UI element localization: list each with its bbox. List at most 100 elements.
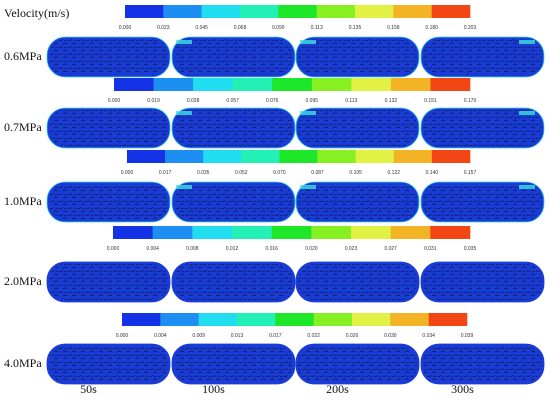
colorbar-tick: 0.203	[464, 25, 477, 31]
colorbar-tick: 0.020	[305, 246, 318, 252]
colorbar-bin	[240, 5, 279, 18]
colorbar-bin	[165, 150, 204, 163]
flow-streaks	[174, 184, 293, 220]
colorbar-tick: 0.070	[273, 170, 286, 176]
colorbar-bin	[241, 150, 280, 163]
colorbar-bin	[271, 226, 312, 239]
colorbar-tick: 0.009	[192, 333, 205, 339]
colorbar-bin	[430, 78, 471, 91]
colorbar-bin	[311, 78, 352, 91]
colorbar-tick: 0.170	[464, 98, 477, 104]
colorbar-tick: 0.013	[231, 333, 244, 339]
colorbar-bin	[201, 5, 241, 18]
flow-streaks	[49, 110, 168, 146]
colorbar-bin	[127, 150, 166, 163]
colorbar-tick: 0.113	[345, 98, 357, 104]
flow-streaks	[423, 110, 542, 146]
colorbar-tick: 0.000	[121, 170, 134, 176]
column-label: 200s	[326, 382, 349, 396]
colorbar-tick: 0.039	[461, 333, 474, 339]
high-velocity-spot	[300, 185, 316, 189]
colorbar-bin	[153, 78, 194, 91]
colorbar-bin	[355, 150, 395, 163]
colorbar-bin	[279, 150, 318, 163]
colorbar-bin	[192, 226, 233, 239]
high-velocity-spot	[519, 40, 535, 44]
flow-streaks	[298, 264, 417, 300]
flow-streaks	[49, 39, 168, 75]
colorbar-tick: 0.012	[226, 246, 239, 252]
flow-streaks	[174, 110, 293, 146]
legend-title: Velocity(m/s)	[4, 6, 69, 20]
colorbar-bin	[125, 5, 164, 18]
colorbar-tick: 0.030	[384, 333, 397, 339]
colorbar-tick: 0.023	[345, 246, 358, 252]
colorbar-tick: 0.035	[197, 170, 210, 176]
colorbar-bin	[232, 78, 273, 91]
colorbar-bin	[163, 5, 202, 18]
colorbar-bin	[390, 78, 431, 91]
high-velocity-spot	[519, 185, 535, 189]
colorbar-tick: 0.017	[159, 170, 172, 176]
colorbar-tick: 0.158	[387, 25, 400, 31]
colorbar-bin	[152, 226, 193, 239]
colorbar-tick: 0.135	[349, 25, 362, 31]
colorbar-tick: 0.008	[186, 246, 199, 252]
flow-streaks	[423, 264, 542, 300]
flow-streaks	[298, 184, 417, 220]
colorbar-bin	[390, 313, 429, 326]
high-velocity-spot	[176, 111, 192, 115]
flow-streaks	[423, 39, 542, 75]
colorbar-tick: 0.045	[195, 25, 208, 31]
colorbar-bin	[122, 313, 161, 326]
colorbar-bin	[355, 5, 394, 18]
colorbar-bin	[313, 313, 353, 326]
colorbar-bin	[393, 150, 433, 163]
colorbar-bin	[275, 313, 314, 326]
colorbar-bin	[193, 78, 233, 91]
flow-streaks	[298, 39, 417, 75]
colorbar-bin	[311, 226, 352, 239]
colorbar-tick: 0.000	[119, 25, 132, 31]
high-velocity-spot	[176, 40, 192, 44]
colorbar-tick: 0.132	[385, 98, 398, 104]
colorbar-tick: 0.027	[384, 246, 397, 252]
colorbar-tick: 0.095	[306, 98, 319, 104]
flow-streaks	[174, 346, 293, 382]
row-label: 0.7MPa	[4, 120, 42, 134]
flow-streaks	[174, 39, 293, 75]
flow-streaks	[49, 184, 168, 220]
colorbar-tick: 0.087	[311, 170, 324, 176]
colorbar-bin	[278, 5, 317, 18]
colorbar-tick: 0.057	[226, 98, 239, 104]
colorbar-bin	[352, 313, 391, 326]
colorbar-tick: 0.026	[346, 333, 359, 339]
colorbar-tick: 0.004	[146, 246, 159, 252]
colorbar-bin	[428, 313, 468, 326]
colorbar-tick: 0.090	[272, 25, 285, 31]
colorbar-tick: 0.022	[307, 333, 320, 339]
colorbar-bin	[203, 150, 242, 163]
colorbar-bin	[390, 226, 431, 239]
column-label: 50s	[80, 382, 97, 396]
colorbar-tick: 0.000	[116, 333, 129, 339]
colorbar-bin	[431, 5, 471, 18]
colorbar-bin	[272, 78, 313, 91]
column-label: 100s	[202, 382, 225, 396]
colorbar-tick: 0.113	[311, 25, 323, 31]
row-label: 1.0MPa	[4, 194, 42, 208]
colorbar-tick: 0.157	[464, 170, 477, 176]
colorbar-tick: 0.017	[269, 333, 282, 339]
colorbar-bin	[113, 226, 153, 239]
colorbar-tick: 0.031	[424, 246, 437, 252]
high-velocity-spot	[176, 185, 192, 189]
flow-streaks	[49, 346, 168, 382]
high-velocity-spot	[300, 40, 316, 44]
colorbar-tick: 0.034	[422, 333, 435, 339]
colorbar-bin	[232, 226, 272, 239]
flow-streaks	[174, 264, 293, 300]
colorbar-bin	[393, 5, 432, 18]
colorbar-bin	[237, 313, 276, 326]
colorbar-tick: 0.180	[425, 25, 438, 31]
